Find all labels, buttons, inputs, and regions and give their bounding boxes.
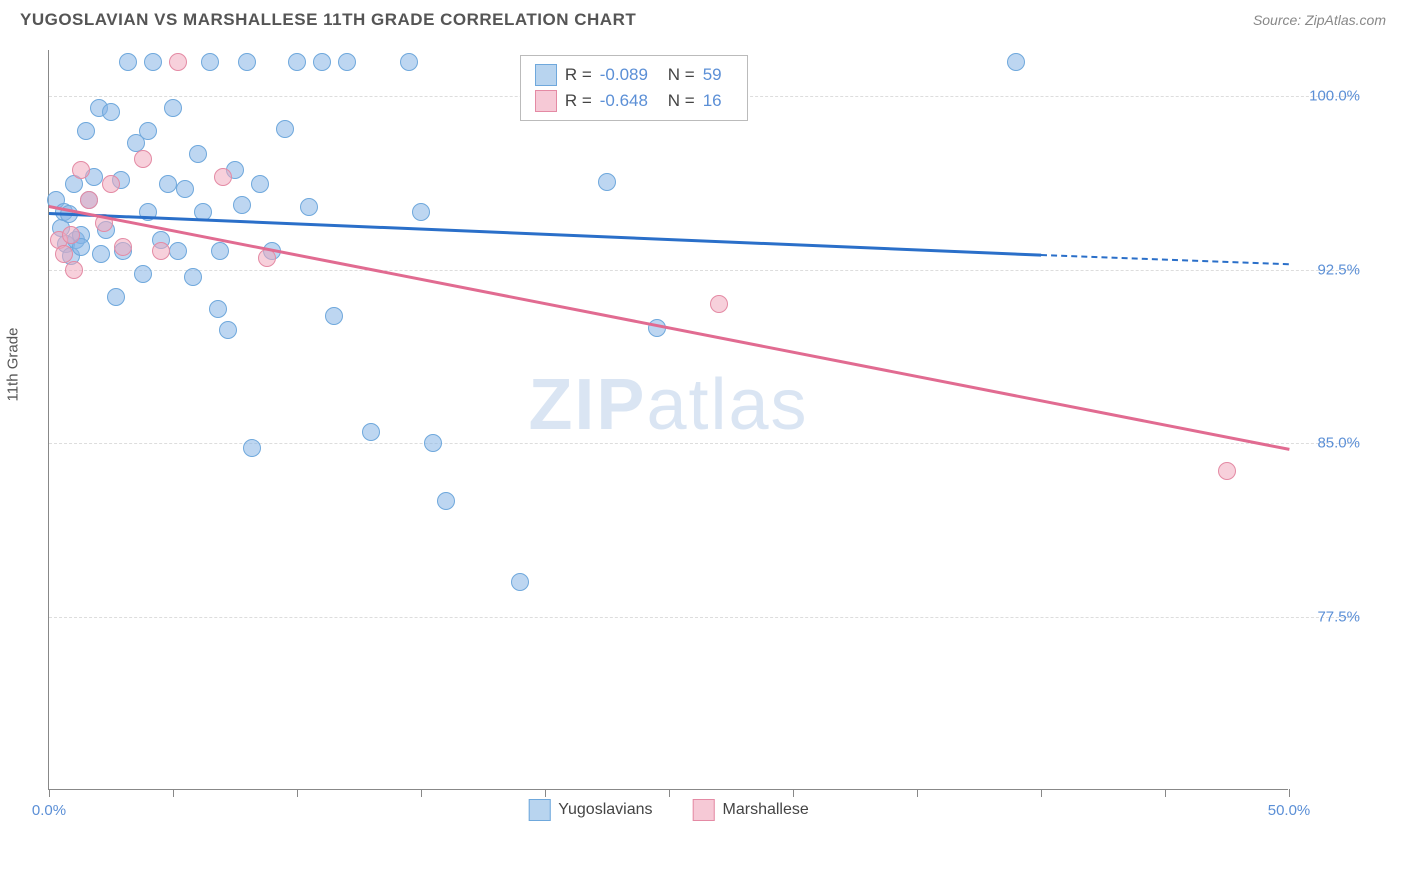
y-tick-label: 77.5% [1317,608,1360,625]
x-tick [1289,789,1290,797]
data-point [233,196,251,214]
data-point [152,242,170,260]
data-point [424,434,442,452]
x-tick [1041,789,1042,797]
data-point [77,122,95,140]
y-tick-label: 85.0% [1317,435,1360,452]
x-tick [421,789,422,797]
trendline [1041,254,1289,265]
data-point [139,122,157,140]
legend-r-value: -0.648 [600,91,660,111]
watermark: ZIPatlas [528,364,808,446]
gridline [49,617,1359,618]
data-point [80,191,98,209]
data-point [1218,462,1236,480]
gridline [49,270,1359,271]
data-point [119,53,137,71]
legend-n-label: N = [668,91,695,111]
data-point [243,439,261,457]
legend-n-value: 16 [703,91,733,111]
data-point [238,53,256,71]
data-point [258,249,276,267]
data-point [72,161,90,179]
x-tick-label: 50.0% [1268,802,1311,819]
legend-r-label: R = [565,91,592,111]
x-tick [173,789,174,797]
data-point [184,268,202,286]
x-tick [545,789,546,797]
x-tick [297,789,298,797]
y-tick-label: 92.5% [1317,261,1360,278]
data-point [114,238,132,256]
source-attribution: Source: ZipAtlas.com [1253,12,1386,28]
data-point [598,173,616,191]
legend-series-name: Yugoslavians [558,801,652,819]
legend-row: R = -0.089 N = 59 [535,62,733,88]
chart-area: 11th Grade ZIPatlas 77.5%85.0%92.5%100.0… [48,50,1388,810]
data-point [134,265,152,283]
data-point [169,242,187,260]
x-tick [793,789,794,797]
data-point [164,99,182,117]
correlation-legend: R = -0.089 N = 59 R = -0.648 N = 16 [520,55,748,121]
series-legend: Yugoslavians Marshallese [528,799,809,821]
data-point [134,150,152,168]
data-point [338,53,356,71]
data-point [214,168,232,186]
data-point [1007,53,1025,71]
legend-item: Marshallese [693,799,809,821]
data-point [710,295,728,313]
y-tick-label: 100.0% [1309,88,1360,105]
legend-swatch [693,799,715,821]
legend-series-name: Marshallese [723,801,809,819]
data-point [400,53,418,71]
data-point [144,53,162,71]
data-point [437,492,455,510]
legend-item: Yugoslavians [528,799,652,821]
data-point [189,145,207,163]
data-point [176,180,194,198]
data-point [159,175,177,193]
data-point [288,53,306,71]
x-tick [669,789,670,797]
data-point [92,245,110,263]
data-point [65,261,83,279]
data-point [102,175,120,193]
legend-n-label: N = [668,65,695,85]
data-point [325,307,343,325]
data-point [300,198,318,216]
data-point [169,53,187,71]
plot-region: ZIPatlas 77.5%85.0%92.5%100.0%0.0%50.0%R… [48,50,1288,790]
legend-r-label: R = [565,65,592,85]
legend-row: R = -0.648 N = 16 [535,88,733,114]
data-point [201,53,219,71]
legend-swatch [528,799,550,821]
data-point [209,300,227,318]
data-point [313,53,331,71]
data-point [412,203,430,221]
data-point [107,288,125,306]
chart-title: YUGOSLAVIAN VS MARSHALLESE 11TH GRADE CO… [20,10,636,30]
x-tick [1165,789,1166,797]
data-point [102,103,120,121]
y-axis-title: 11th Grade [5,328,22,402]
x-tick [49,789,50,797]
legend-r-value: -0.089 [600,65,660,85]
x-tick-label: 0.0% [32,802,66,819]
data-point [362,423,380,441]
x-tick [917,789,918,797]
data-point [219,321,237,339]
data-point [211,242,229,260]
legend-swatch [535,64,557,86]
data-point [55,245,73,263]
data-point [62,226,80,244]
data-point [511,573,529,591]
legend-n-value: 59 [703,65,733,85]
legend-swatch [535,90,557,112]
data-point [251,175,269,193]
data-point [276,120,294,138]
